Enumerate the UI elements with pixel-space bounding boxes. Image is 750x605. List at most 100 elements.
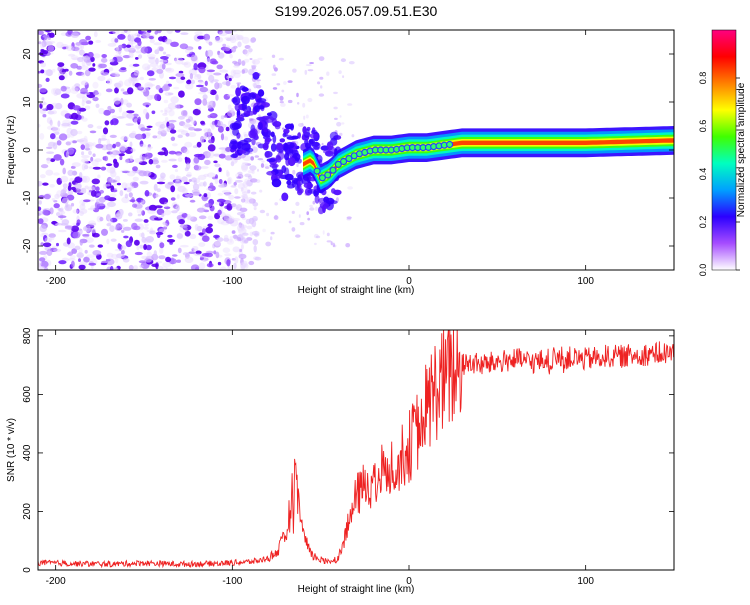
- noise-blob: [217, 261, 222, 266]
- noise-blob: [128, 192, 133, 198]
- noise-blob: [52, 87, 60, 95]
- noise-blob: [154, 93, 161, 101]
- noise-blob: [252, 82, 257, 87]
- noise-blob: [92, 96, 99, 102]
- noise-blob: [341, 122, 345, 125]
- ridge-blob: [234, 103, 241, 112]
- noise-blob: [236, 211, 246, 216]
- noise-blob: [306, 211, 310, 216]
- noise-blob: [182, 122, 191, 129]
- noise-blob: [170, 185, 176, 193]
- noise-blob: [163, 99, 169, 104]
- spectrogram-ytick-label: 20: [22, 48, 33, 60]
- noise-blob: [118, 144, 128, 152]
- ridge-blob: [275, 154, 281, 161]
- noise-blob: [169, 129, 177, 134]
- noise-blob: [283, 81, 287, 85]
- noise-blob: [137, 116, 141, 123]
- noise-blob: [136, 208, 141, 214]
- noise-blob: [192, 108, 201, 116]
- spectrogram-xtick-label: 0: [406, 276, 412, 287]
- noise-blob: [132, 166, 138, 172]
- ridge-blob: [249, 128, 258, 137]
- noise-blob: [87, 207, 95, 211]
- noise-blob: [206, 49, 214, 57]
- noise-blob: [130, 148, 136, 152]
- noise-blob: [138, 85, 144, 89]
- noise-blob: [191, 119, 196, 125]
- noise-blob: [197, 174, 207, 180]
- noise-blob: [253, 207, 257, 211]
- noise-blob: [68, 257, 76, 261]
- noise-blob: [67, 147, 77, 154]
- noise-blob: [297, 102, 300, 105]
- noise-blob: [155, 85, 161, 90]
- figure-title: S199.2026.057.09.51.E30: [275, 3, 438, 19]
- noise-blob: [139, 143, 147, 148]
- noise-blob: [97, 174, 101, 179]
- noise-blob: [74, 245, 81, 250]
- noise-blob: [141, 155, 145, 161]
- noise-blob: [111, 118, 119, 126]
- noise-blob: [38, 206, 42, 212]
- ridge-blob: [235, 87, 242, 97]
- noise-blob: [117, 243, 121, 250]
- ridge-blob: [294, 182, 299, 191]
- snr-xtick-label: -100: [222, 576, 242, 587]
- noise-blob: [101, 228, 108, 236]
- noise-blob: [98, 63, 107, 69]
- noise-blob: [217, 125, 224, 133]
- noise-blob: [315, 235, 321, 239]
- noise-blob: [281, 89, 285, 93]
- noise-blob: [248, 68, 255, 76]
- ridge-dot: [324, 171, 332, 179]
- noise-blob: [52, 126, 60, 134]
- noise-blob: [114, 38, 119, 43]
- noise-blob: [177, 115, 185, 120]
- noise-blob: [194, 165, 202, 171]
- noise-blob: [144, 152, 152, 160]
- noise-blob: [80, 80, 88, 86]
- noise-blob: [193, 120, 197, 127]
- noise-blob: [179, 43, 189, 50]
- noise-blob: [67, 189, 74, 197]
- noise-blob: [56, 190, 62, 198]
- noise-blob: [65, 141, 72, 146]
- noise-blob: [178, 70, 184, 74]
- noise-blob: [179, 121, 186, 127]
- noise-blob: [141, 232, 145, 238]
- noise-blob: [96, 193, 102, 197]
- noise-blob: [142, 31, 151, 39]
- noise-blob: [71, 162, 81, 168]
- noise-blob: [80, 65, 89, 70]
- noise-blob: [53, 200, 58, 203]
- noise-blob: [132, 113, 139, 118]
- ridge-blob: [281, 192, 289, 202]
- noise-blob: [119, 155, 123, 161]
- noise-blob: [246, 197, 254, 205]
- noise-blob: [168, 119, 177, 123]
- ridge-blob: [282, 132, 287, 138]
- ridge-blob: [271, 178, 282, 188]
- noise-blob: [128, 212, 133, 217]
- noise-blob: [273, 215, 279, 220]
- noise-blob: [92, 91, 99, 96]
- noise-blob: [270, 231, 275, 235]
- noise-blob: [75, 71, 85, 76]
- noise-blob: [230, 108, 234, 113]
- noise-blob: [163, 222, 168, 228]
- noise-blob: [168, 150, 177, 155]
- ridge-blob: [333, 189, 342, 196]
- noise-blob: [279, 101, 284, 104]
- noise-blob: [38, 83, 43, 88]
- ridge-blob: [241, 101, 248, 112]
- noise-blob: [133, 70, 140, 76]
- noise-blob: [121, 196, 130, 204]
- noise-blob: [213, 234, 220, 239]
- noise-blob: [202, 94, 208, 100]
- noise-blob: [60, 175, 69, 183]
- noise-blob: [125, 44, 132, 48]
- noise-blob: [226, 37, 232, 42]
- noise-blob: [192, 191, 201, 196]
- noise-blob: [148, 158, 154, 165]
